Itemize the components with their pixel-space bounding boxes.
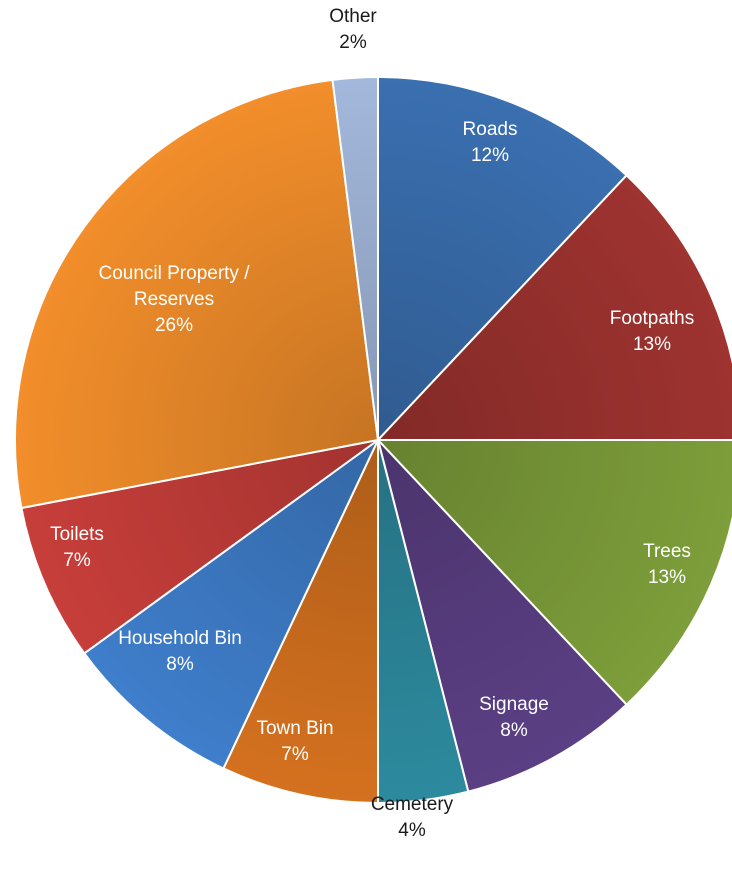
pie-slice-toilets <box>20 439 379 655</box>
pie-label-percent: 26% <box>155 315 193 336</box>
pie-slice-signage <box>377 439 628 793</box>
pie-label-6: Town Bin 7% <box>256 718 333 765</box>
pie-slices <box>14 75 732 805</box>
pie-label-name: Trees <box>643 541 691 562</box>
pie-slice-footpaths <box>375 173 732 441</box>
pie-label-percent: 13% <box>633 334 671 355</box>
pie-label-percent: 7% <box>281 744 309 765</box>
pie-label-8: Toilets 7% <box>50 524 104 571</box>
pie-labels: Roads 12% Footpaths 13% Trees 13% Signage 8% Cem… <box>50 6 694 841</box>
pie-label-name: Signage <box>479 694 549 715</box>
pie-label-percent: 7% <box>63 550 91 571</box>
pie-label-9: Council Property / Reserves 26% <box>98 263 250 336</box>
pie-label-4: Signage 8% <box>479 694 549 741</box>
pie-label-percent: 8% <box>166 654 194 675</box>
pie-label-name: Cemetery <box>371 794 454 815</box>
pie-label-name: Toilets <box>50 524 104 545</box>
pie-label-name: Other <box>329 6 377 27</box>
pie-label-name: Town Bin <box>256 718 333 739</box>
pie-slice-roads <box>377 75 628 443</box>
pie-label-name: Reserves <box>134 289 214 310</box>
pie-label-percent: 13% <box>648 567 686 588</box>
pie-slice-household-bin <box>82 439 379 770</box>
pie-label-percent: 12% <box>471 145 509 166</box>
pie-label-2: Footpaths 13% <box>610 308 695 355</box>
pie-label-percent: 2% <box>339 32 367 53</box>
pie-label-name: Roads <box>463 119 518 140</box>
pie-slice-council-property-reserves <box>14 78 380 510</box>
pie-label-name: Council Property / <box>98 263 250 284</box>
pie-label-name: Footpaths <box>610 308 695 329</box>
pie-slice-town-bin <box>222 439 379 805</box>
pie-slice-trees <box>375 439 732 707</box>
pie-label-5: Cemetery 4% <box>371 794 454 841</box>
pie-label-3: Trees 13% <box>643 541 691 588</box>
pie-label-10: Other 2% <box>329 6 377 53</box>
pie-slice-other <box>331 75 379 441</box>
pie-label-7: Household Bin 8% <box>118 628 242 675</box>
pie-label-percent: 4% <box>398 820 426 841</box>
pie-label-1: Roads 12% <box>463 119 518 166</box>
pie-label-name: Household Bin <box>118 628 242 649</box>
pie-label-percent: 8% <box>500 720 528 741</box>
